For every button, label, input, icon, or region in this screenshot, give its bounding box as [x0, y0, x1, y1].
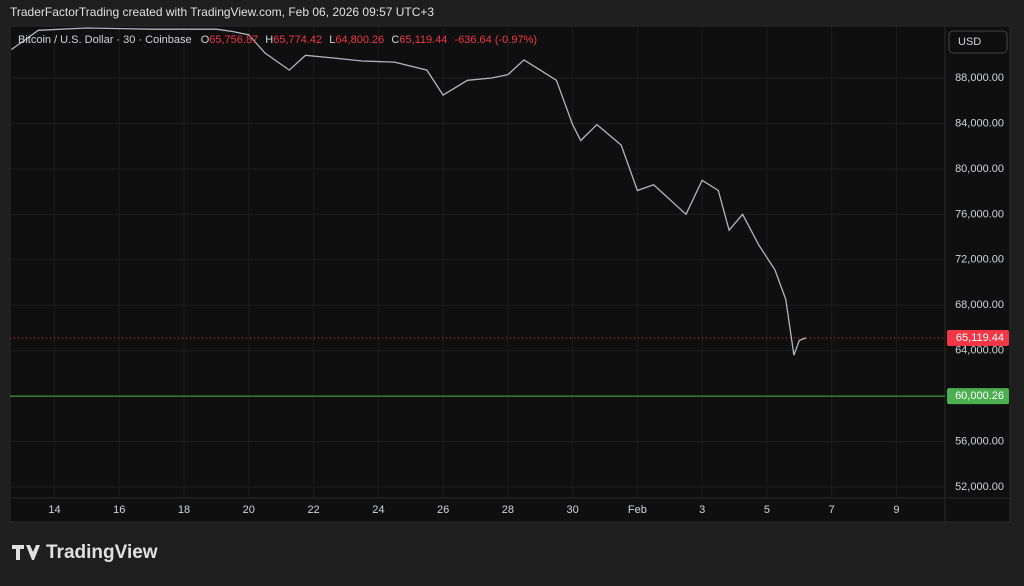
x-tick-label: 24 — [372, 504, 384, 516]
y-tick-label: 68,000.00 — [955, 299, 1004, 311]
x-tick-label: 28 — [502, 504, 514, 516]
price-line — [10, 27, 807, 356]
y-tick-label: 80,000.00 — [955, 163, 1004, 175]
h-label: H — [265, 34, 273, 46]
o-label: O — [201, 34, 210, 46]
open: 65,756.87 — [209, 34, 258, 46]
x-tick-label: 18 — [178, 504, 190, 516]
x-tick-label: Feb — [628, 504, 647, 516]
price-tag-label: 65,119.44 — [956, 332, 1004, 344]
y-tick-label: 84,000.00 — [955, 117, 1004, 129]
y-tick-label: 72,000.00 — [955, 254, 1004, 266]
y-tick-label: 88,000.00 — [955, 72, 1004, 84]
legend: Bitcoin / U.S. Dollar · 30 · Coinbase O6… — [18, 34, 537, 46]
x-tick-label: 16 — [113, 504, 125, 516]
y-tick-label: 52,000.00 — [955, 481, 1004, 493]
x-tick-label: 30 — [566, 504, 578, 516]
x-tick-label: 14 — [48, 504, 60, 516]
y-tick-label: 56,000.00 — [955, 435, 1004, 447]
x-tick-label: 3 — [699, 504, 705, 516]
change: -636.64 (-0.97%) — [454, 34, 537, 46]
currency-button[interactable] — [948, 30, 1008, 54]
x-tick-label: 7 — [829, 504, 835, 516]
x-tick-label: 20 — [243, 504, 255, 516]
y-tick-label: 64,000.00 — [955, 345, 1004, 357]
currency-label: USD — [958, 36, 981, 48]
header: TraderFactorTrading created with Trading… — [10, 5, 434, 19]
plot-area — [9, 25, 1011, 523]
x-tick-label: 5 — [764, 504, 770, 516]
c-label: C — [391, 34, 399, 46]
price-tag — [947, 388, 1009, 405]
x-tick-label: 22 — [307, 504, 319, 516]
y-tick-label: 76,000.00 — [955, 208, 1004, 220]
price-tag — [947, 329, 1009, 346]
brand-logo — [12, 545, 40, 560]
symbol: Bitcoin / U.S. Dollar · 30 · Coinbase — [18, 34, 192, 46]
high: 65,774.42 — [273, 34, 322, 46]
close: 65,119.44 — [399, 34, 447, 46]
low: 64,800.26 — [335, 34, 384, 46]
x-tick-label: 9 — [893, 504, 899, 516]
x-tick-label: 26 — [437, 504, 449, 516]
l-label: L — [329, 34, 335, 46]
brand: TradingView — [46, 542, 158, 563]
price-tag-label: 60,000.26 — [955, 390, 1004, 402]
